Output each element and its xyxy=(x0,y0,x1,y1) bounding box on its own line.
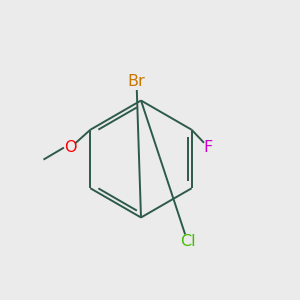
Text: Br: Br xyxy=(128,74,146,88)
Text: Cl: Cl xyxy=(180,234,195,249)
Text: F: F xyxy=(204,140,213,155)
Text: O: O xyxy=(64,140,77,155)
